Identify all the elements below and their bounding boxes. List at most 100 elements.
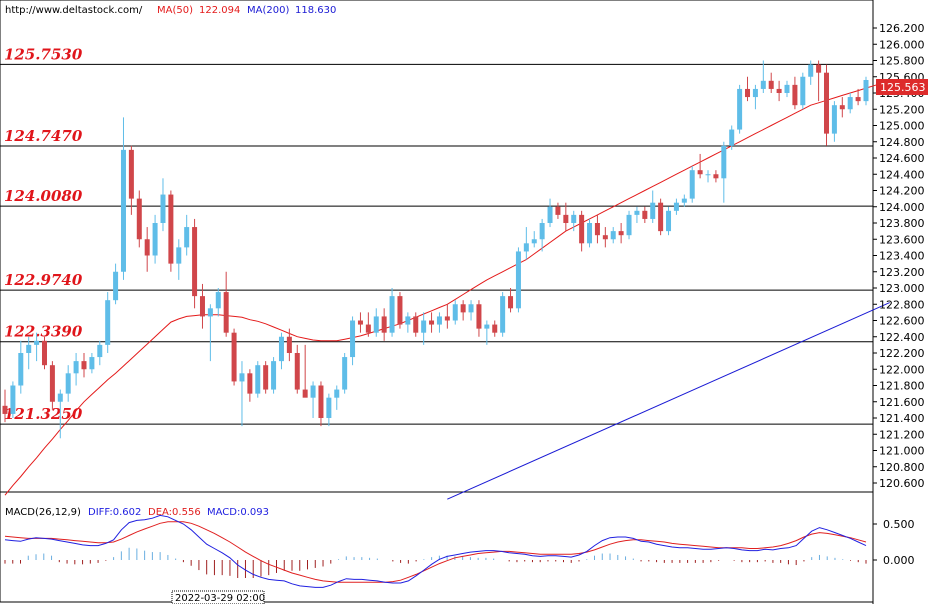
candle[interactable] (831, 101, 837, 142)
candle[interactable] (476, 300, 482, 337)
candle[interactable] (729, 125, 735, 150)
candle[interactable] (421, 312, 427, 345)
candle[interactable] (215, 288, 221, 317)
candle[interactable] (310, 381, 316, 418)
candle[interactable] (492, 320, 498, 337)
candle[interactable] (839, 97, 845, 118)
candle[interactable] (176, 239, 182, 280)
candle[interactable] (128, 145, 134, 215)
candle[interactable] (579, 210, 585, 252)
candle[interactable] (689, 166, 695, 203)
candle[interactable] (594, 214, 600, 244)
candle[interactable] (760, 60, 766, 94)
candle[interactable] (610, 227, 616, 244)
candle[interactable] (168, 190, 174, 272)
candle[interactable] (207, 304, 213, 362)
candle[interactable] (752, 84, 758, 110)
candle[interactable] (855, 88, 861, 106)
candle[interactable] (223, 271, 229, 337)
candle[interactable] (389, 288, 395, 337)
candle[interactable] (18, 340, 24, 394)
candle[interactable] (602, 227, 608, 248)
candle[interactable] (97, 340, 103, 366)
candle[interactable] (642, 206, 648, 223)
candle[interactable] (334, 385, 340, 410)
candle[interactable] (89, 353, 95, 374)
candle[interactable] (539, 218, 545, 252)
candle[interactable] (713, 170, 719, 183)
candle[interactable] (555, 202, 561, 219)
candle[interactable] (263, 361, 269, 394)
candle[interactable] (26, 336, 32, 370)
candle[interactable] (136, 190, 142, 248)
candle[interactable] (808, 60, 814, 85)
candle[interactable] (286, 328, 292, 362)
candle[interactable] (255, 361, 261, 398)
candle[interactable] (10, 381, 16, 418)
candle[interactable] (705, 170, 711, 183)
candle[interactable] (768, 72, 774, 93)
candle[interactable] (350, 316, 356, 366)
candle[interactable] (192, 218, 198, 309)
candle[interactable] (381, 308, 387, 341)
candle[interactable] (160, 178, 166, 232)
candle[interactable] (650, 190, 656, 224)
candle[interactable] (784, 80, 790, 98)
candle[interactable] (113, 263, 119, 305)
candle[interactable] (294, 344, 300, 394)
candle[interactable] (41, 336, 47, 370)
candle[interactable] (634, 206, 640, 223)
candle[interactable] (681, 194, 687, 207)
candle[interactable] (563, 202, 569, 232)
candle[interactable] (302, 344, 308, 398)
candle[interactable] (531, 231, 537, 248)
candle[interactable] (863, 76, 869, 106)
candle[interactable] (658, 198, 664, 236)
candle[interactable] (318, 381, 324, 427)
candle[interactable] (184, 214, 190, 256)
source-url[interactable]: http://www.deltastock.com/ (5, 5, 143, 16)
candle[interactable] (452, 300, 458, 325)
candle[interactable] (57, 389, 63, 439)
candle[interactable] (144, 227, 150, 272)
candle[interactable] (373, 308, 379, 337)
candle[interactable] (460, 300, 466, 321)
candle[interactable] (508, 288, 514, 313)
candle[interactable] (152, 214, 158, 264)
candle[interactable] (405, 312, 411, 333)
candle[interactable] (800, 72, 806, 110)
candle[interactable] (326, 393, 332, 427)
candle[interactable] (776, 80, 782, 102)
candle[interactable] (587, 218, 593, 248)
candle[interactable] (81, 353, 87, 378)
candle[interactable] (34, 332, 40, 362)
candle[interactable] (697, 153, 703, 179)
candle[interactable] (65, 365, 71, 402)
candle[interactable] (436, 312, 442, 333)
candle[interactable] (271, 357, 277, 394)
candle[interactable] (429, 312, 435, 333)
candle[interactable] (792, 76, 798, 110)
candle[interactable] (2, 389, 8, 423)
candle[interactable] (49, 361, 55, 410)
candle[interactable] (523, 227, 529, 260)
candle[interactable] (824, 64, 830, 146)
candle[interactable] (73, 353, 79, 386)
candle[interactable] (547, 198, 553, 228)
candle[interactable] (737, 84, 743, 134)
candle[interactable] (231, 328, 237, 386)
candle[interactable] (816, 60, 822, 102)
candle[interactable] (365, 312, 371, 337)
candle[interactable] (484, 320, 490, 345)
candle[interactable] (500, 292, 506, 337)
candle[interactable] (342, 353, 348, 394)
candle[interactable] (618, 223, 624, 244)
candle[interactable] (239, 361, 245, 427)
candle[interactable] (247, 369, 253, 402)
candle[interactable] (413, 312, 419, 337)
candle[interactable] (745, 76, 751, 102)
candle[interactable] (673, 198, 679, 215)
candle[interactable] (571, 210, 577, 232)
candle[interactable] (515, 247, 521, 313)
